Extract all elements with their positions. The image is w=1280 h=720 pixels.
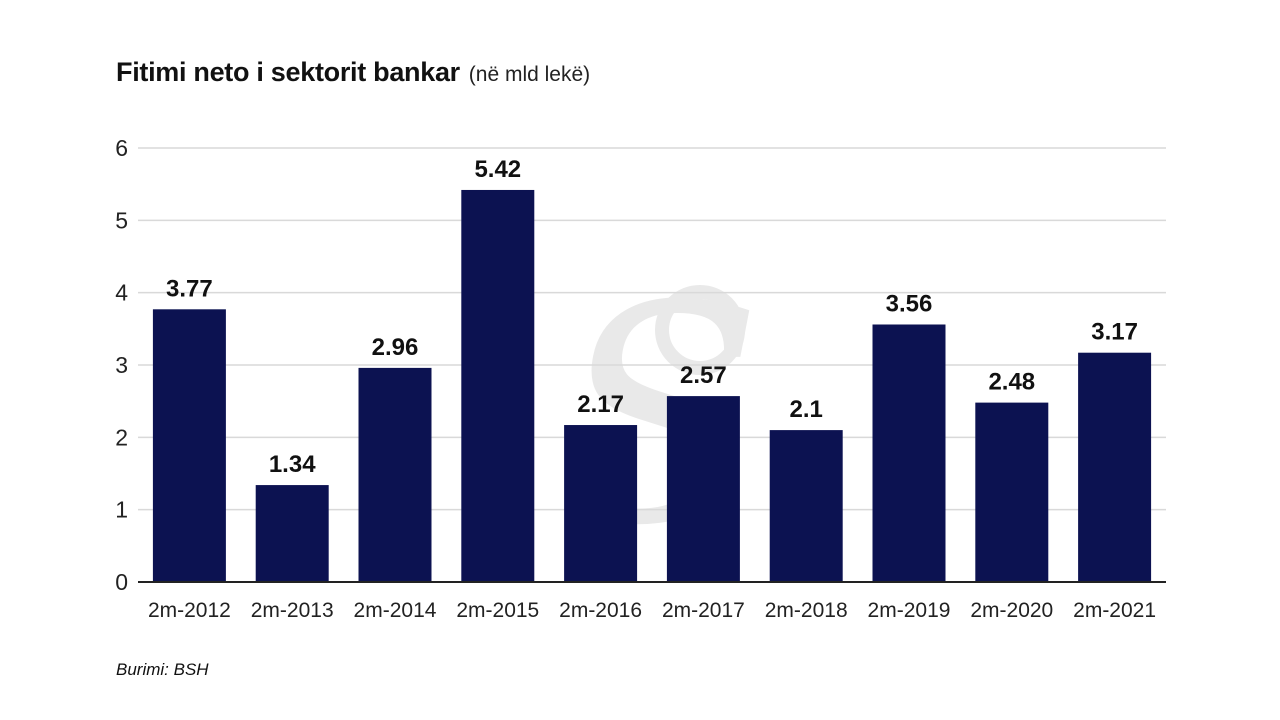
- y-tick-label: 6: [115, 135, 128, 161]
- data-labels: 3.77 1.34 2.96 5.42 2.17 2.57 2.1 3.56 2.48 3.17: [166, 156, 1138, 478]
- y-tick-label: 0: [115, 569, 128, 595]
- y-tick-label: 1: [115, 497, 128, 523]
- bar-2m-2017: [666, 396, 740, 582]
- bar-2m-2013: [255, 485, 329, 582]
- data-label: 3.56: [886, 290, 933, 317]
- x-tick-label: 2m-2018: [765, 599, 848, 622]
- bars: [152, 189, 1152, 582]
- x-tick-label: 2m-2014: [354, 599, 437, 622]
- x-tick-label: 2m-2012: [148, 599, 231, 622]
- data-label: 2.1: [790, 396, 823, 423]
- x-tick-label: 2m-2016: [559, 599, 642, 622]
- bar-2m-2014: [358, 367, 432, 582]
- x-tick-label: 2m-2015: [456, 599, 539, 622]
- x-tick-label: 2m-2013: [251, 599, 334, 622]
- data-label: 2.17: [577, 391, 624, 418]
- data-label: 2.48: [988, 369, 1035, 396]
- bar-2m-2012: [152, 309, 226, 582]
- data-label: 2.57: [680, 362, 727, 389]
- x-axis-ticks: 2m-2012 2m-2013 2m-2014 2m-2015 2m-2016 2m-20…: [148, 599, 1156, 622]
- bar-2m-2016: [564, 425, 638, 582]
- x-tick-label: 2m-2020: [970, 599, 1053, 622]
- bar-2m-2015: [461, 189, 535, 582]
- chart-title-main: Fitimi neto i sektorit bankar: [116, 57, 460, 87]
- chart-subtitle: (në mld lekë): [468, 63, 591, 86]
- y-tick-label: 3: [115, 352, 128, 378]
- y-axis-ticks: 0 1 2 3 4 5 6: [115, 135, 128, 595]
- bar-2m-2020: [975, 402, 1049, 582]
- source-note: Burimi: BSH: [116, 660, 209, 679]
- data-label: 3.77: [166, 275, 213, 302]
- x-tick-label: 2m-2017: [662, 599, 745, 622]
- bar-2m-2019: [872, 324, 946, 582]
- bar-2m-2021: [1078, 352, 1152, 582]
- chart-title: Fitimi neto i sektorit bankar (në mld le…: [116, 52, 590, 89]
- x-tick-label: 2m-2021: [1073, 599, 1156, 622]
- y-tick-label: 2: [115, 424, 128, 450]
- y-tick-label: 5: [115, 207, 128, 233]
- data-label: 2.96: [372, 334, 419, 361]
- x-tick-label: 2m-2019: [868, 599, 951, 622]
- y-tick-label: 4: [115, 280, 128, 306]
- data-label: 5.42: [474, 156, 521, 183]
- data-label: 3.17: [1091, 319, 1138, 346]
- bar-2m-2018: [769, 430, 843, 582]
- data-label: 1.34: [269, 451, 316, 478]
